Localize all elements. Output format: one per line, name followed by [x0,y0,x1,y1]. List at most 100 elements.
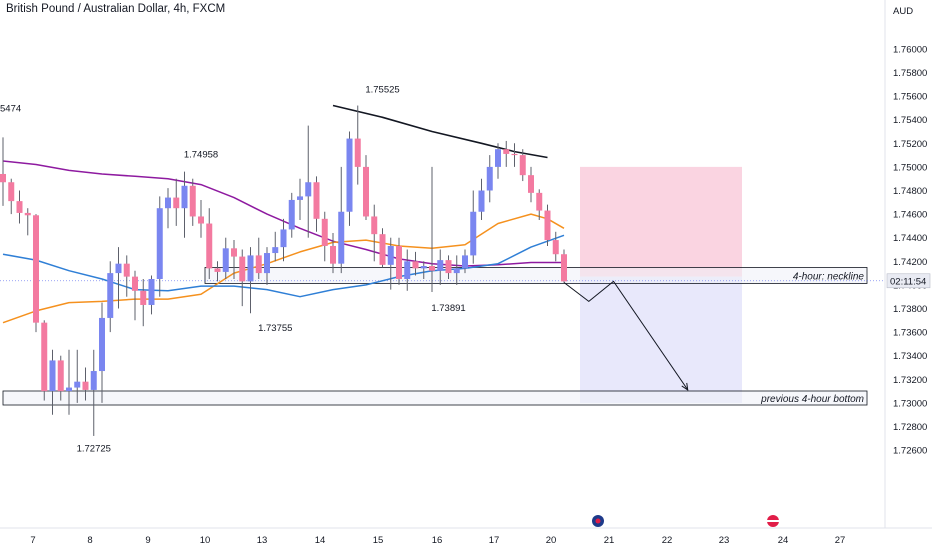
candle-body [264,253,270,274]
peak-label: 1.74958 [184,149,218,160]
candle-body [412,261,419,269]
candle-body [321,218,328,246]
candle-body [82,381,89,390]
candle-body [198,216,204,224]
candle-body [387,245,394,265]
candle-body [255,255,262,274]
candle-body [544,210,551,241]
candle-body [313,182,320,219]
y-tick-label: 1.75400 [893,115,927,126]
y-tick-label: 1.73000 [893,398,927,409]
x-tick-label: 23 [719,535,730,546]
candle-body [156,208,163,279]
candle-body [74,381,81,388]
candle-body [470,211,477,256]
candle-body [338,211,345,264]
x-tick-label: 13 [257,535,268,546]
y-tick-label: 1.74800 [893,186,927,197]
y-tick-label: 1.73400 [893,351,927,362]
peak-label: 1.73755 [258,323,292,334]
x-tick-label: 14 [315,535,326,546]
candle-body [330,245,336,264]
y-tick-label: 1.73200 [893,375,927,386]
x-tick-label: 22 [662,535,673,546]
y-tick-label: 1.74200 [893,257,927,268]
candle-body [66,387,72,392]
x-tick-label: 15 [373,535,384,546]
candle-body [41,322,48,392]
y-tick-label: 1.73600 [893,328,927,339]
bottom-zone-box [2,390,868,406]
candle-body [107,273,114,318]
candle-body [148,279,155,305]
y-tick-label: 1.74400 [893,233,927,244]
x-tick-label: 9 [145,535,150,546]
candle-body [231,248,237,257]
candle-body [371,216,378,235]
candle-body [429,266,435,271]
candle-body [346,138,353,212]
candle-body [206,223,213,269]
y-tick-label: 1.74600 [893,210,927,221]
x-tick-label: 16 [432,535,443,546]
currency-label: AUD [893,6,913,17]
peak-label: 1.73891 [431,303,465,314]
candle-body [123,263,130,277]
candle-body [297,196,303,200]
y-tick-label: 1.72800 [893,422,927,433]
y-tick-label: 1.75800 [893,68,927,79]
ma-orange-line [2,213,565,324]
neckline-zone-box [204,267,868,284]
candle-body [132,276,138,291]
candle-body [354,138,361,167]
y-tick-label: 1.72600 [893,446,927,457]
candle-body [181,185,188,209]
x-tick-label: 7 [30,535,35,546]
flag-uk-icon [767,520,779,522]
y-tick-label: 1.75200 [893,139,927,150]
x-tick-label: 20 [546,535,557,546]
x-tick-label: 8 [87,535,92,546]
candle-body [115,263,122,274]
peak-label: 1.75525 [365,85,399,96]
candle-body [486,166,493,191]
candle-body [90,371,97,390]
x-tick-label: 21 [604,535,615,546]
candle-body [536,192,543,211]
candle-body [420,266,427,269]
candle-body [0,173,6,183]
candle-body [552,240,559,255]
candle-body [503,149,510,154]
candle-body [140,290,147,305]
candle-body [404,261,411,279]
candle-body [173,197,180,209]
ma-blue-line [2,234,565,298]
candle-body [363,166,369,217]
candle-body [379,234,386,265]
peak-label: 1.72725 [77,443,111,454]
flag-australia-icon [595,518,601,524]
candle-body [222,248,229,272]
y-tick-label: 1.75600 [893,92,927,103]
candle-body [33,215,39,323]
chart-title: British Pound / Australian Dollar, 4h, F… [6,3,226,15]
candle-body [8,182,15,202]
candle-body [247,255,254,282]
candle-body [511,153,518,156]
countdown-badge [886,273,931,289]
candle-body [165,197,171,209]
x-tick-label: 24 [778,535,789,546]
candle-body [437,260,444,271]
candle-body [478,190,485,212]
candle-body [49,360,56,392]
candle-body [453,268,460,274]
countdown-label: 02:11:54 [890,276,926,287]
target-profit-zone [580,276,742,403]
y-tick-label: 1.75000 [893,162,927,173]
candle-body [305,182,312,197]
candle-body [214,268,221,272]
candle-body [288,199,295,230]
candle-body [57,360,64,392]
candle-body [239,256,246,282]
